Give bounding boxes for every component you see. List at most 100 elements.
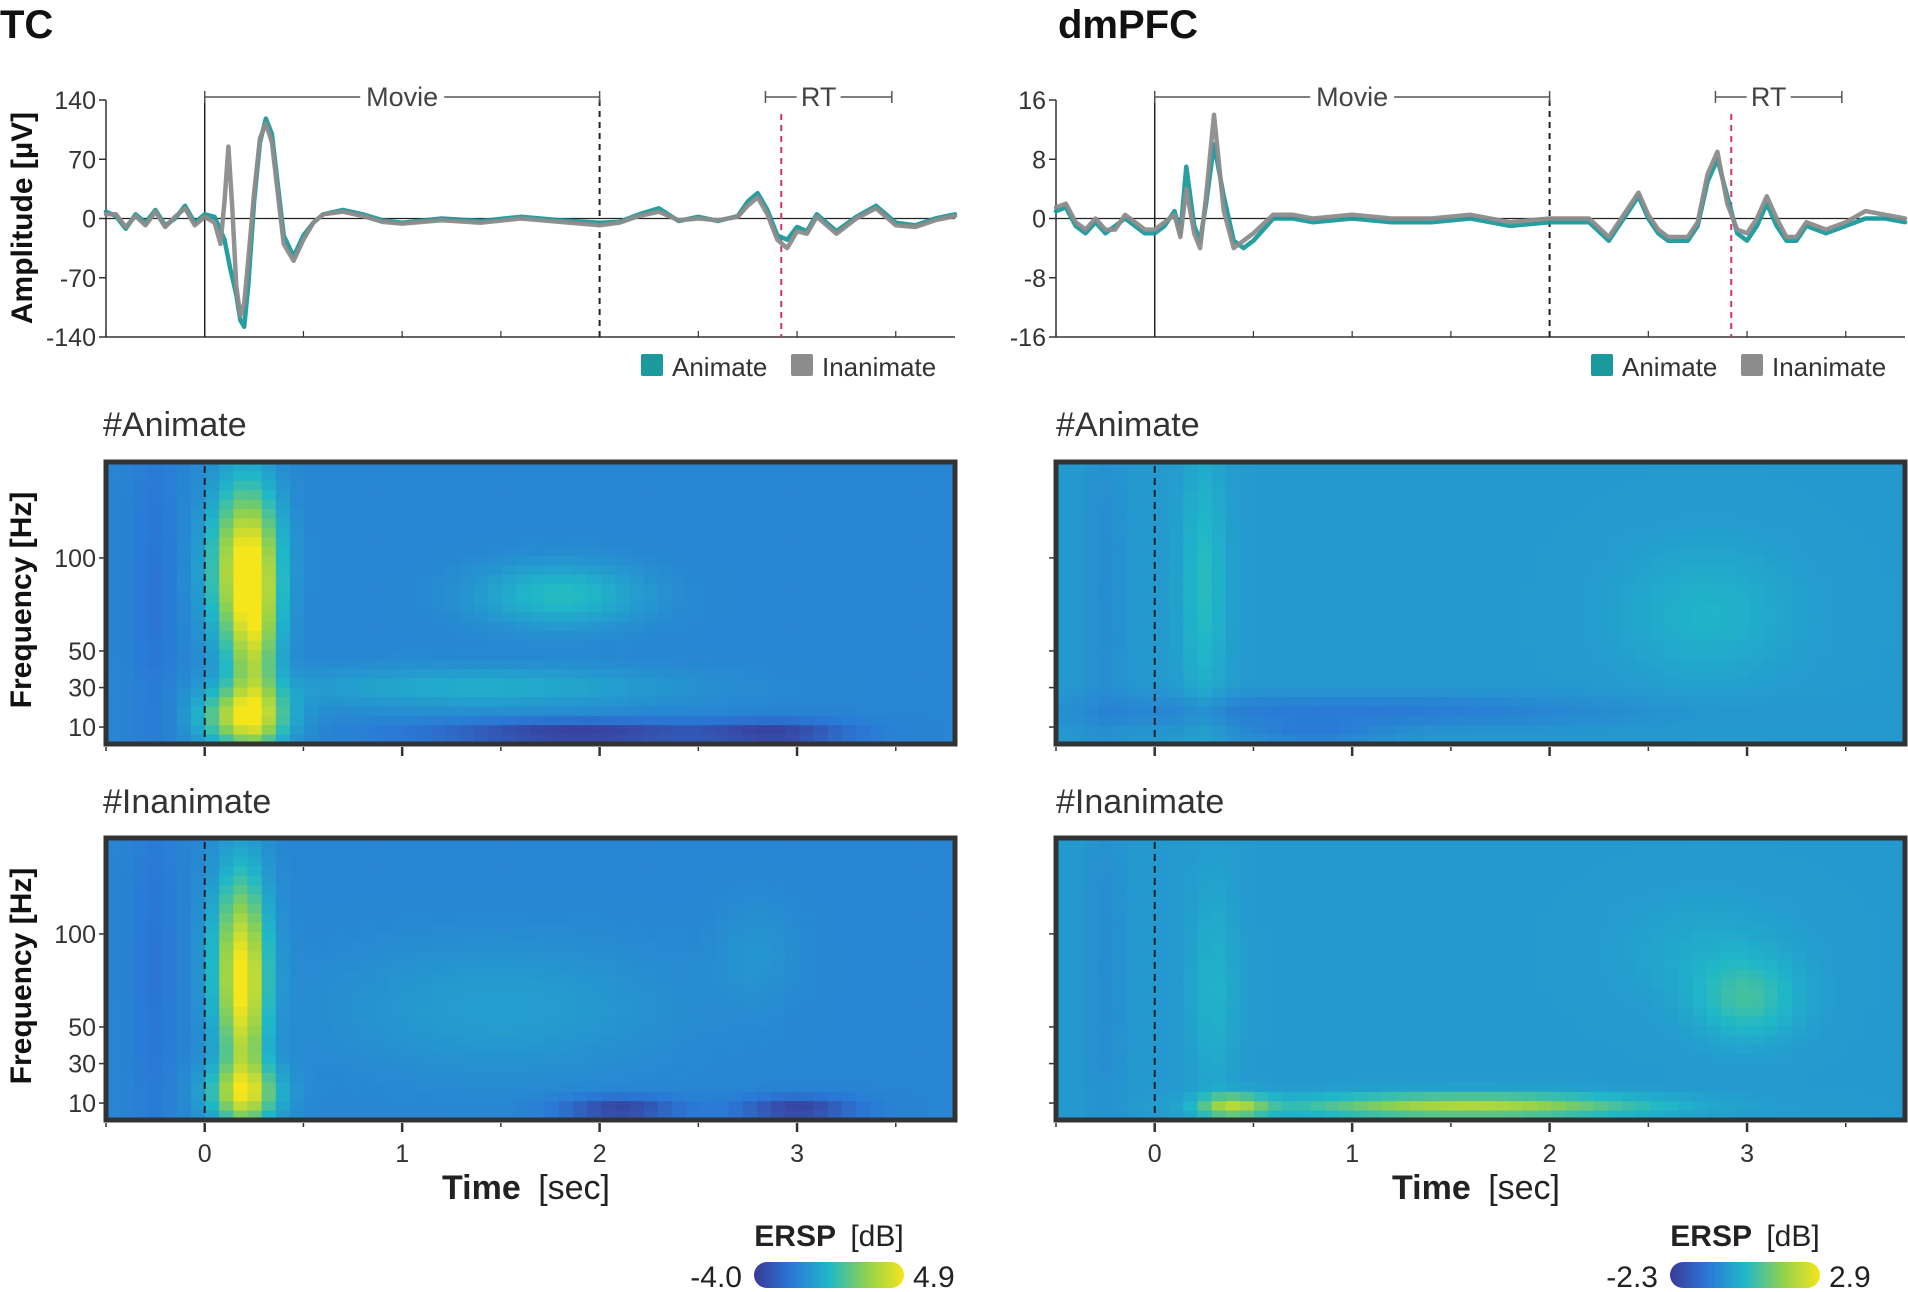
heatmap-cell xyxy=(1607,509,1623,519)
heatmap-cell xyxy=(1339,537,1354,548)
heatmap-cell xyxy=(558,565,574,576)
heatmap-cell xyxy=(714,1110,730,1121)
heatmap-cell xyxy=(360,960,376,971)
heatmap-cell xyxy=(1282,565,1298,576)
heatmap-cell xyxy=(219,979,234,989)
heatmap-cell xyxy=(785,1091,800,1102)
heatmap-cell xyxy=(686,1082,701,1093)
heatmap-cell xyxy=(728,640,744,651)
heatmap-cell xyxy=(190,706,206,717)
heatmap-cell xyxy=(1254,471,1269,482)
heatmap-cell xyxy=(841,462,857,472)
heatmap-cell xyxy=(1636,546,1651,557)
heatmap-cell xyxy=(1282,509,1298,519)
heatmap-cell xyxy=(601,650,616,660)
heatmap-cell xyxy=(304,838,319,848)
heatmap-cell xyxy=(233,499,249,510)
heatmap-cell xyxy=(1862,509,1878,519)
heatmap-cell xyxy=(261,997,277,1008)
heatmap-cell xyxy=(304,725,319,736)
heatmap-cell xyxy=(714,490,730,501)
heatmap-cell xyxy=(728,1016,744,1027)
heatmap-cell xyxy=(912,734,928,745)
heatmap-cell xyxy=(176,1063,192,1074)
heatmap-cell xyxy=(176,997,192,1008)
heatmap-cell xyxy=(1056,499,1071,510)
heatmap-cell xyxy=(247,960,263,971)
heatmap-cell xyxy=(1282,471,1298,482)
heatmap-cell xyxy=(884,687,899,698)
heatmap-cell xyxy=(615,856,631,867)
heatmap-cell xyxy=(1112,490,1128,501)
heatmap-cell xyxy=(1282,574,1298,585)
heatmap-cell xyxy=(1084,546,1100,557)
heatmap-cell xyxy=(657,875,673,886)
heatmap-cell xyxy=(332,1044,348,1055)
heatmap-cell xyxy=(1876,574,1892,585)
heatmap-cell xyxy=(1494,603,1510,613)
heatmap-cell xyxy=(445,1035,461,1046)
heatmap-cell xyxy=(1664,462,1680,472)
heatmap-cell xyxy=(374,941,390,952)
heatmap-cell xyxy=(360,885,376,895)
heatmap-cell xyxy=(431,1101,447,1112)
heatmap-cell xyxy=(643,1110,659,1121)
heatmap-cell xyxy=(275,650,291,660)
heatmap-cell xyxy=(190,631,206,642)
heatmap-cell xyxy=(403,847,418,858)
heatmap-cell xyxy=(389,650,404,660)
heatmap-cell xyxy=(940,1101,956,1112)
heatmap-cell xyxy=(870,913,885,924)
heatmap-cell xyxy=(389,1054,404,1065)
heatmap-cell xyxy=(742,1044,758,1055)
heatmap-cell xyxy=(304,687,319,698)
heatmap-cell xyxy=(530,574,546,585)
heatmap-cell xyxy=(898,462,914,472)
heatmap-cell xyxy=(898,612,914,623)
heatmap-cell xyxy=(1721,584,1736,595)
heatmap-cell xyxy=(870,725,885,736)
heatmap-cell xyxy=(233,960,249,971)
heatmap-cell xyxy=(106,1110,121,1121)
heatmap-cell xyxy=(1098,499,1114,510)
heatmap-cell xyxy=(219,1110,234,1121)
heatmap-cell xyxy=(1070,593,1085,604)
heatmap-cell xyxy=(346,462,362,472)
heatmap-cell xyxy=(275,1091,291,1102)
heatmap-cell xyxy=(1140,640,1156,651)
heatmap-cell xyxy=(346,480,362,491)
heatmap-cell xyxy=(1339,471,1354,482)
heatmap-cell xyxy=(1636,584,1651,595)
heatmap-cell xyxy=(445,988,461,999)
heatmap-cell xyxy=(516,631,532,642)
heatmap-cell xyxy=(870,668,885,679)
heatmap-cell xyxy=(1706,546,1722,557)
heatmap-cell xyxy=(898,518,914,529)
heatmap-cell xyxy=(1381,471,1397,482)
heatmap-cell xyxy=(346,932,362,942)
heatmap-cell xyxy=(1692,621,1708,632)
heatmap-cell xyxy=(360,734,376,745)
heatmap-cell xyxy=(1862,556,1878,566)
heatmap-cell xyxy=(1423,499,1439,510)
heatmap-cell xyxy=(332,462,348,472)
heatmap-cell xyxy=(1522,509,1538,519)
heatmap-cell xyxy=(643,875,659,886)
heatmap-cell xyxy=(247,527,263,538)
heatmap-cell xyxy=(714,932,730,942)
heatmap-cell xyxy=(771,866,786,877)
heatmap-cell xyxy=(502,950,517,961)
heatmap-cell xyxy=(870,640,885,651)
heatmap-cell xyxy=(488,725,503,736)
heatmap-cell xyxy=(657,574,673,585)
heatmap-cell xyxy=(558,1082,574,1093)
heatmap-cell xyxy=(1169,518,1184,529)
heatmap-cell xyxy=(714,1026,730,1036)
heatmap-cell xyxy=(1381,537,1397,548)
heatmap-cell xyxy=(756,631,772,642)
heatmap-cell xyxy=(926,913,942,924)
heatmap-cell xyxy=(1353,509,1368,519)
heatmap-cell xyxy=(516,725,532,736)
heatmap-cell xyxy=(884,518,899,529)
heatmap-cell xyxy=(855,574,871,585)
